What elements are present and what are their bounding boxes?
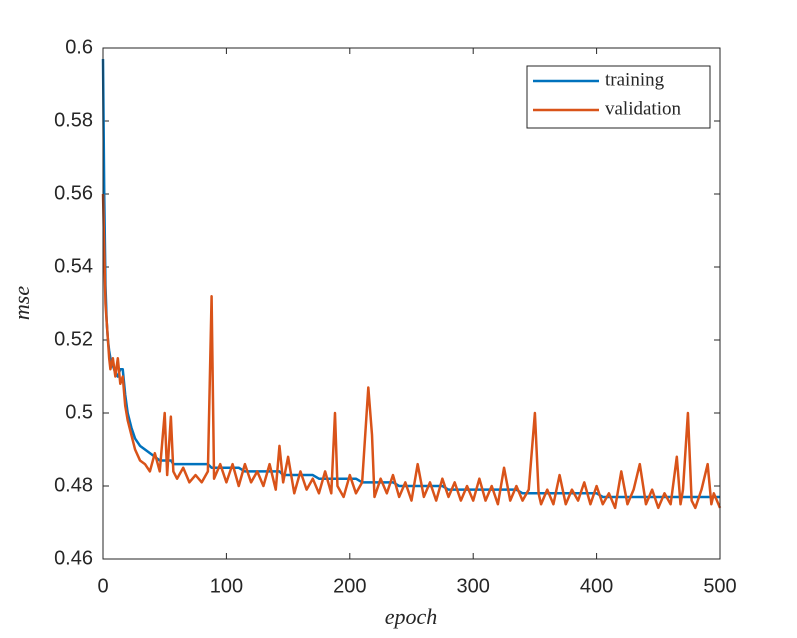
legend-label: validation [605, 98, 681, 119]
y-tick-label: 0.52 [54, 328, 93, 350]
y-axis-label: mse [9, 286, 34, 320]
y-tick-label: 0.48 [54, 474, 93, 496]
x-tick-label: 500 [703, 575, 736, 597]
series-line [101, 193, 722, 510]
x-tick-label: 400 [580, 575, 613, 597]
y-tick-label: 0.58 [54, 109, 93, 131]
axes-box [102, 47, 721, 560]
x-tick-label: 0 [97, 575, 108, 597]
x-axis-label: epoch [385, 604, 438, 629]
y-tick-label: 0.46 [54, 547, 93, 569]
x-tick-label: 300 [457, 575, 490, 597]
y-tick-label: 0.5 [65, 401, 93, 423]
legend-box [526, 65, 711, 129]
legend-label: training [605, 69, 665, 90]
x-tick-label: 100 [210, 575, 243, 597]
y-tick-label: 0.56 [54, 182, 93, 204]
y-tick-label: 0.6 [65, 36, 93, 58]
y-tick-label: 0.54 [54, 255, 93, 277]
x-tick-label: 200 [333, 575, 366, 597]
